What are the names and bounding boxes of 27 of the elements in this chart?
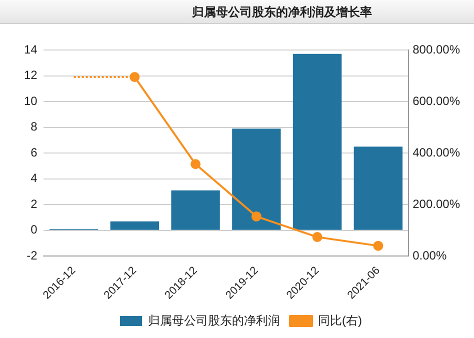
bar <box>232 128 281 230</box>
bar <box>292 54 342 230</box>
y2-tick-label: 800.00% <box>412 42 460 56</box>
y2-tick-label: 400.00% <box>412 145 460 160</box>
y-tick-label: 4 <box>30 171 38 186</box>
y-tick-label: 12 <box>24 68 38 82</box>
point <box>312 232 322 242</box>
point <box>251 211 262 222</box>
point <box>373 240 384 251</box>
legend-label: 同比(右) <box>318 313 362 328</box>
y-tick-label: 6 <box>30 145 38 160</box>
y2-tick-label: 200.00% <box>412 196 460 211</box>
point <box>130 72 140 82</box>
y2-tick-label: 600.00% <box>412 94 460 108</box>
y-tick-label: -2 <box>26 248 38 262</box>
legend-label: 归属母公司股东的净利润 <box>148 313 280 328</box>
point <box>190 159 201 170</box>
bar <box>110 221 160 230</box>
y-tick-label: 0 <box>30 222 38 237</box>
y-tick-label: 10 <box>24 94 38 108</box>
bar <box>171 190 220 230</box>
y2-tick-label: 0.00% <box>412 248 447 262</box>
y-tick-label: 2 <box>30 196 38 211</box>
bar <box>354 146 403 230</box>
y-tick-label: 8 <box>30 120 38 134</box>
chart-title: 归属母公司股东的净利润及增长率 <box>0 0 474 24</box>
y-tick-label: 14 <box>24 42 38 56</box>
